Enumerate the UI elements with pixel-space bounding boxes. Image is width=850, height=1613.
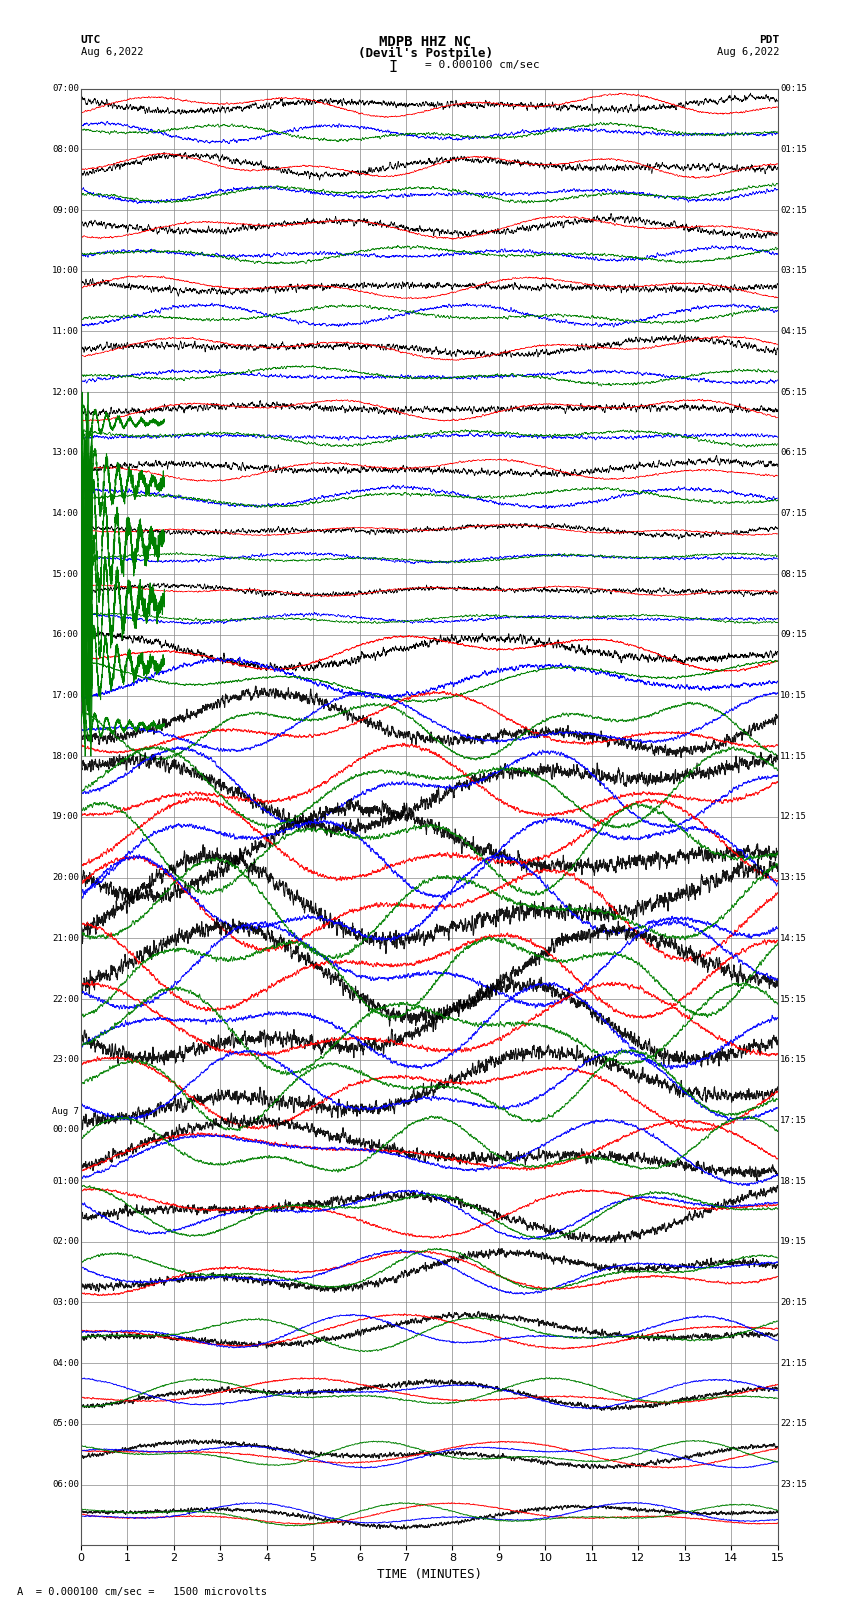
Text: Aug 6,2022: Aug 6,2022 <box>717 47 779 56</box>
Text: 16:00: 16:00 <box>52 631 79 639</box>
Text: 19:00: 19:00 <box>52 813 79 821</box>
Text: 00:15: 00:15 <box>780 84 808 94</box>
Text: 19:15: 19:15 <box>780 1237 808 1247</box>
Text: 02:00: 02:00 <box>52 1237 79 1247</box>
Text: 04:15: 04:15 <box>780 327 808 336</box>
Text: 02:15: 02:15 <box>780 205 808 215</box>
Text: Aug 6,2022: Aug 6,2022 <box>81 47 144 56</box>
Text: 21:15: 21:15 <box>780 1358 808 1368</box>
Text: 03:15: 03:15 <box>780 266 808 276</box>
Text: 04:00: 04:00 <box>52 1358 79 1368</box>
Text: 17:00: 17:00 <box>52 690 79 700</box>
Text: 06:15: 06:15 <box>780 448 808 458</box>
Text: 16:15: 16:15 <box>780 1055 808 1065</box>
Text: PDT: PDT <box>759 35 779 45</box>
Text: 14:15: 14:15 <box>780 934 808 944</box>
Text: = 0.000100 cm/sec: = 0.000100 cm/sec <box>425 60 540 69</box>
Text: 10:00: 10:00 <box>52 266 79 276</box>
Text: (Devil's Postpile): (Devil's Postpile) <box>358 47 492 60</box>
Text: 23:15: 23:15 <box>780 1481 808 1489</box>
Text: I: I <box>389 60 398 74</box>
Text: 22:15: 22:15 <box>780 1419 808 1429</box>
Text: 05:00: 05:00 <box>52 1419 79 1429</box>
Text: 06:00: 06:00 <box>52 1481 79 1489</box>
Text: 01:00: 01:00 <box>52 1176 79 1186</box>
X-axis label: TIME (MINUTES): TIME (MINUTES) <box>377 1568 482 1581</box>
Text: 09:15: 09:15 <box>780 631 808 639</box>
Text: 08:15: 08:15 <box>780 569 808 579</box>
Text: 10:15: 10:15 <box>780 690 808 700</box>
Text: MDPB HHZ NC: MDPB HHZ NC <box>379 35 471 50</box>
Text: 15:00: 15:00 <box>52 569 79 579</box>
Text: 12:00: 12:00 <box>52 387 79 397</box>
Text: 18:00: 18:00 <box>52 752 79 761</box>
Text: 18:15: 18:15 <box>780 1176 808 1186</box>
Text: A  = 0.000100 cm/sec =   1500 microvolts: A = 0.000100 cm/sec = 1500 microvolts <box>17 1587 267 1597</box>
Text: 01:15: 01:15 <box>780 145 808 153</box>
Text: 00:00: 00:00 <box>52 1126 79 1134</box>
Text: 11:15: 11:15 <box>780 752 808 761</box>
Text: 11:00: 11:00 <box>52 327 79 336</box>
Text: 07:15: 07:15 <box>780 510 808 518</box>
Text: 09:00: 09:00 <box>52 205 79 215</box>
Text: 21:00: 21:00 <box>52 934 79 944</box>
Text: UTC: UTC <box>81 35 101 45</box>
Text: 08:00: 08:00 <box>52 145 79 153</box>
Text: 20:15: 20:15 <box>780 1298 808 1307</box>
Text: 23:00: 23:00 <box>52 1055 79 1065</box>
Text: 13:00: 13:00 <box>52 448 79 458</box>
Text: 12:15: 12:15 <box>780 813 808 821</box>
Text: 17:15: 17:15 <box>780 1116 808 1124</box>
Text: 14:00: 14:00 <box>52 510 79 518</box>
Text: Aug 7: Aug 7 <box>52 1107 79 1116</box>
Text: 22:00: 22:00 <box>52 995 79 1003</box>
Text: 05:15: 05:15 <box>780 387 808 397</box>
Text: 15:15: 15:15 <box>780 995 808 1003</box>
Text: 07:00: 07:00 <box>52 84 79 94</box>
Text: 20:00: 20:00 <box>52 873 79 882</box>
Text: 13:15: 13:15 <box>780 873 808 882</box>
Text: 03:00: 03:00 <box>52 1298 79 1307</box>
